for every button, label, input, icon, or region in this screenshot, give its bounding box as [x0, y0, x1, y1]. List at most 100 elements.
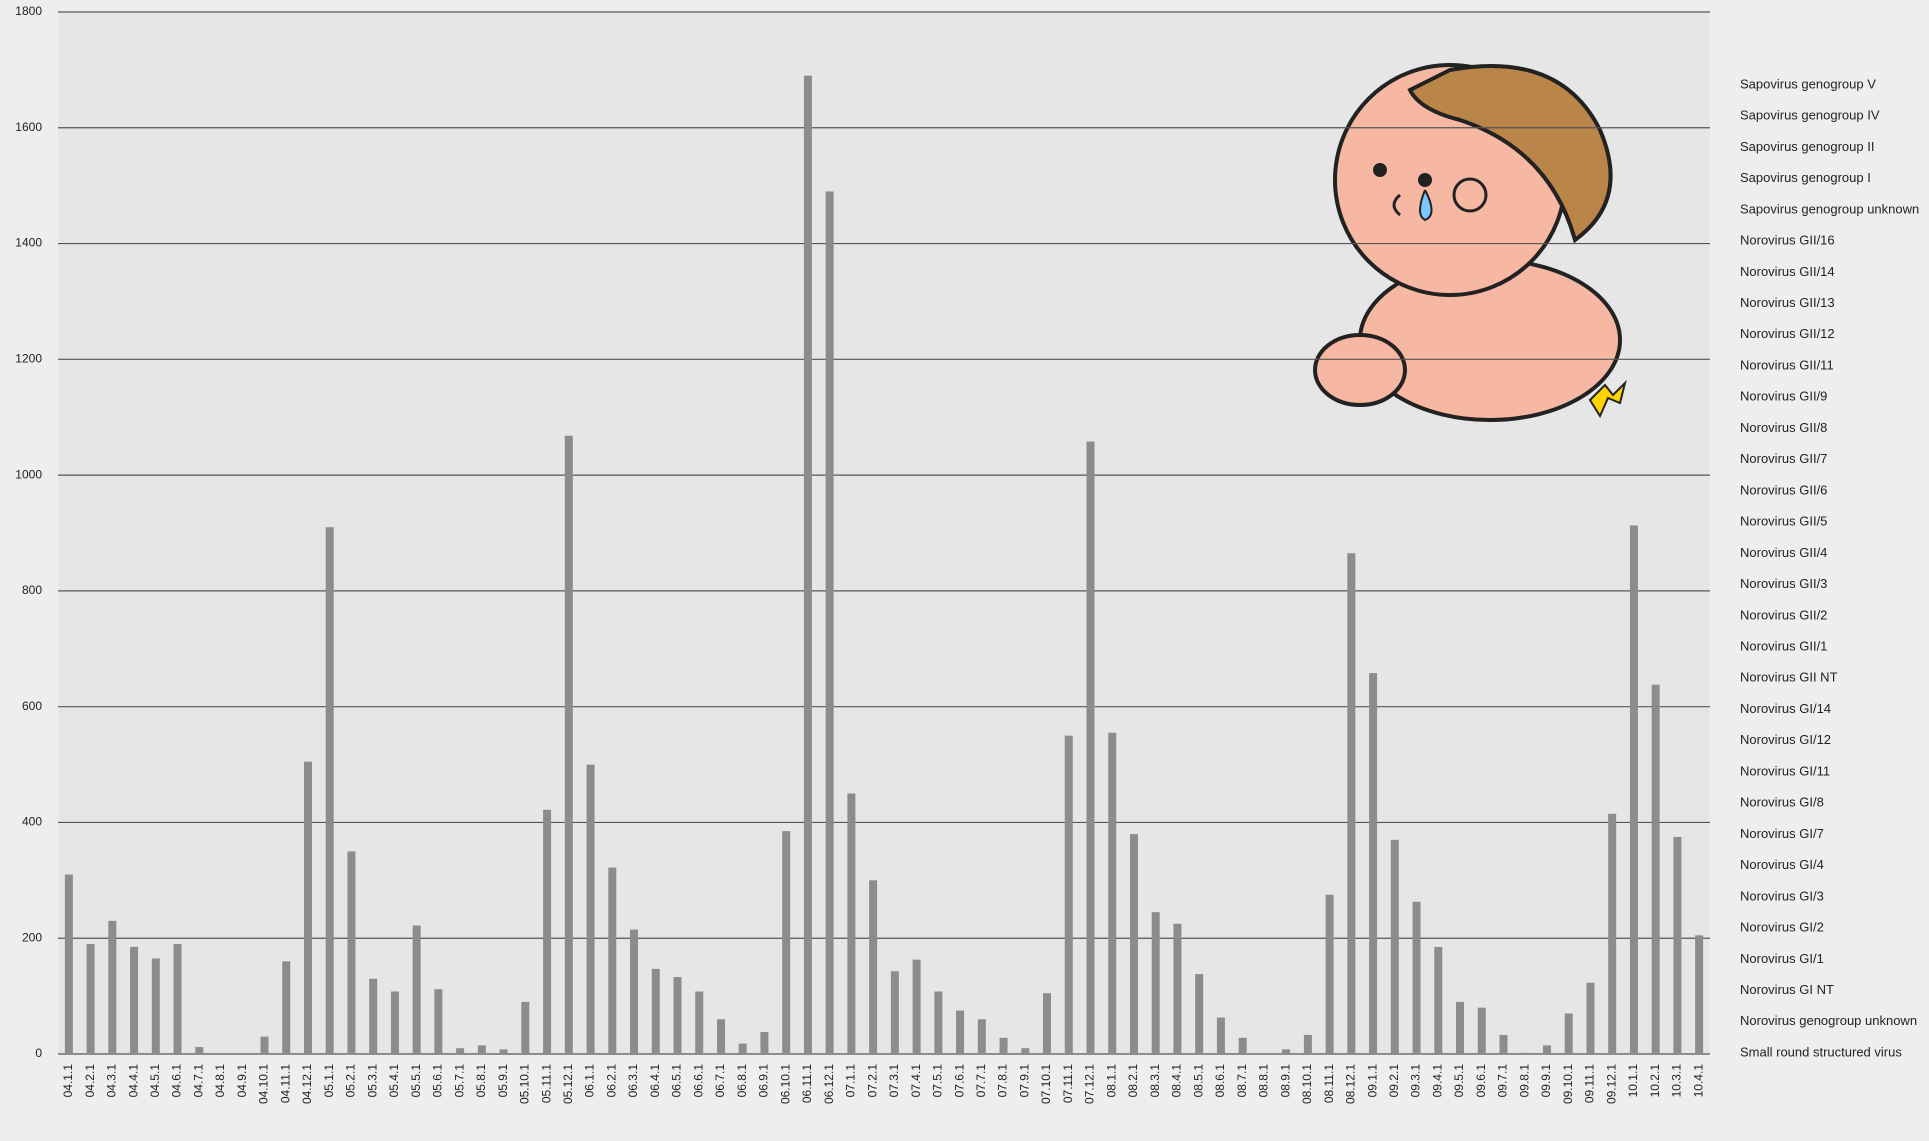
bar	[1413, 902, 1421, 1054]
x-tick-label: 05.6.1	[431, 1064, 445, 1098]
y-tick-label: 1400	[15, 236, 42, 250]
bar	[1608, 814, 1616, 1054]
bar	[739, 1044, 747, 1054]
bar	[956, 1011, 964, 1054]
x-tick-label: 04.4.1	[126, 1064, 140, 1098]
bar	[1173, 924, 1181, 1054]
bar	[1456, 1002, 1464, 1054]
bar	[1152, 912, 1160, 1054]
bar	[1087, 442, 1095, 1054]
x-tick-label: 07.4.1	[909, 1064, 923, 1098]
bar	[65, 875, 73, 1054]
x-tick-label: 04.3.1	[105, 1064, 119, 1098]
bar	[608, 868, 616, 1054]
y-tick-label: 600	[22, 699, 42, 713]
x-tick-label: 08.5.1	[1191, 1064, 1205, 1098]
bar	[108, 921, 116, 1054]
x-tick-label: 05.12.1	[561, 1064, 575, 1104]
x-tick-label: 10.4.1	[1691, 1064, 1705, 1098]
x-tick-label: 05.9.1	[496, 1064, 510, 1098]
x-tick-label: 07.2.1	[865, 1064, 879, 1098]
bar	[1695, 935, 1703, 1054]
bar	[304, 762, 312, 1054]
bar	[587, 765, 595, 1054]
x-tick-label: 05.8.1	[474, 1064, 488, 1098]
legend-label: Norovirus genogroup unknown	[1740, 1013, 1917, 1028]
x-tick-label: 10.2.1	[1648, 1064, 1662, 1098]
bar	[1369, 673, 1377, 1054]
bar	[152, 958, 160, 1054]
bar	[1217, 1018, 1225, 1054]
bar	[630, 930, 638, 1054]
legend-label: Norovirus GII NT	[1740, 670, 1838, 685]
x-tick-label: 06.2.1	[604, 1064, 618, 1098]
bar	[826, 191, 834, 1054]
legend-label: Sapovirus genogroup IV	[1740, 108, 1880, 123]
bar	[347, 851, 355, 1054]
bar	[1630, 525, 1638, 1054]
y-tick-label: 1600	[15, 120, 42, 134]
bar	[1347, 553, 1355, 1054]
bar	[695, 991, 703, 1054]
bar	[1521, 1053, 1529, 1054]
x-tick-label: 08.11.1	[1322, 1064, 1336, 1103]
x-tick-label: 09.4.1	[1430, 1064, 1444, 1098]
legend-label: Norovirus GI/14	[1740, 701, 1831, 716]
bar	[1108, 733, 1116, 1054]
legend-label: Sapovirus genogroup V	[1740, 76, 1876, 91]
legend-label: Norovirus GI/12	[1740, 732, 1831, 747]
x-tick-label: 05.3.1	[365, 1064, 379, 1098]
legend-label: Norovirus GII/5	[1740, 514, 1827, 529]
x-tick-label: 09.11.1	[1583, 1064, 1597, 1103]
bar	[804, 76, 812, 1054]
x-tick-label: 06.8.1	[735, 1064, 749, 1098]
x-tick-label: 07.3.1	[887, 1064, 901, 1098]
y-tick-label: 1800	[15, 4, 42, 18]
x-tick-label: 06.1.1	[583, 1064, 597, 1098]
x-tick-label: 07.9.1	[1017, 1064, 1031, 1098]
bar	[521, 1002, 529, 1054]
x-tick-label: 07.5.1	[931, 1064, 945, 1098]
bar	[326, 527, 334, 1054]
bar	[1673, 837, 1681, 1054]
x-tick-label: 08.8.1	[1257, 1064, 1271, 1098]
x-tick-label: 04.6.1	[170, 1064, 184, 1098]
x-tick-label: 08.6.1	[1213, 1064, 1227, 1098]
x-tick-label: 06.10.1	[778, 1064, 792, 1104]
x-tick-label: 04.10.1	[257, 1064, 271, 1104]
x-tick-label: 07.10.1	[1039, 1064, 1053, 1104]
bar	[1021, 1048, 1029, 1054]
x-tick-label: 09.10.1	[1561, 1064, 1575, 1104]
bar	[1304, 1035, 1312, 1054]
legend-label: Norovirus GI/11	[1740, 763, 1830, 778]
x-tick-label: 06.12.1	[822, 1064, 836, 1104]
x-tick-label: 06.9.1	[757, 1064, 771, 1098]
x-tick-label: 05.7.1	[452, 1064, 466, 1098]
legend-label: Norovirus GII/7	[1740, 451, 1827, 466]
legend-label: Norovirus GII/11	[1740, 357, 1834, 372]
legend-label: Norovirus GII/13	[1740, 295, 1835, 310]
x-tick-label: 07.1.1	[844, 1064, 858, 1098]
bar	[543, 810, 551, 1054]
x-tick-label: 10.3.1	[1670, 1064, 1684, 1098]
x-tick-label: 07.12.1	[1083, 1064, 1097, 1104]
bar	[1478, 1008, 1486, 1054]
y-tick-label: 400	[22, 815, 42, 829]
bar	[1434, 947, 1442, 1054]
x-tick-label: 09.8.1	[1517, 1064, 1531, 1098]
legend-label: Sapovirus genogroup I	[1740, 170, 1871, 185]
x-tick-label: 08.4.1	[1170, 1064, 1184, 1098]
bar	[478, 1045, 486, 1054]
bar	[978, 1019, 986, 1054]
bar	[760, 1032, 768, 1054]
bar	[369, 979, 377, 1054]
x-tick-label: 04.8.1	[213, 1064, 227, 1098]
x-tick-label: 07.11.1	[1061, 1064, 1075, 1103]
bar	[1239, 1038, 1247, 1054]
x-tick-label: 05.11.1	[539, 1064, 553, 1103]
legend-label: Norovirus GI/4	[1740, 857, 1824, 872]
legend-label: Sapovirus genogroup unknown	[1740, 201, 1919, 216]
x-tick-label: 05.1.1	[322, 1064, 336, 1098]
legend-label: Norovirus GII/4	[1740, 545, 1827, 560]
x-tick-label: 06.11.1	[800, 1064, 814, 1103]
